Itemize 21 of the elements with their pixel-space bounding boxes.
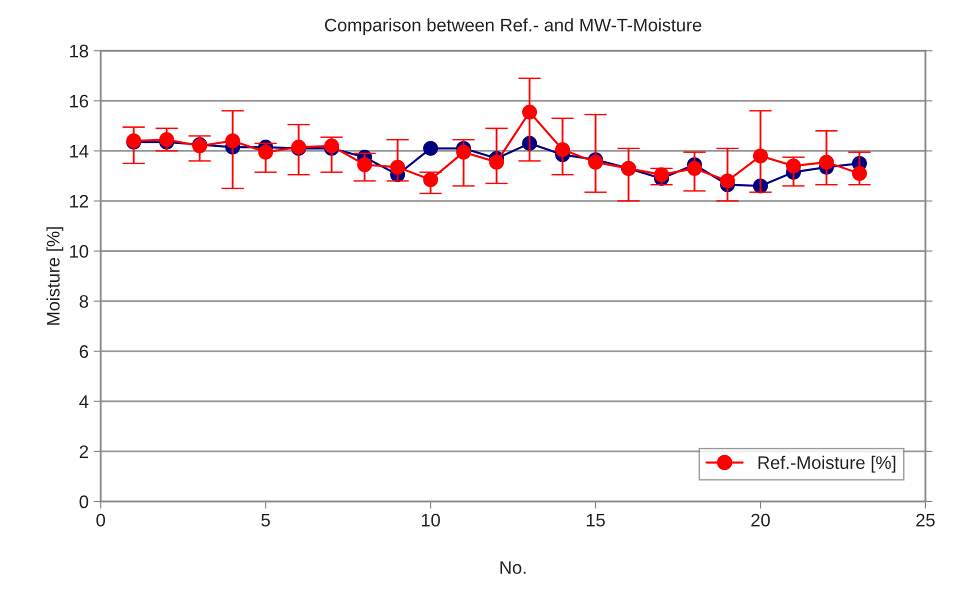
x-tick-label: 25 [916, 514, 935, 527]
legend-label: Ref.-Moisture [%] [758, 456, 896, 473]
y-tick-label: 6 [80, 345, 88, 358]
x-tick-label: 15 [586, 514, 605, 527]
y-tick-label: 0 [80, 495, 88, 508]
y-tick-label: 12 [70, 194, 88, 208]
chart-title: Comparison between Ref.- and MW-T-Moisture [325, 18, 702, 36]
y-tick-label: 18 [70, 44, 88, 58]
x-tick-label: 5 [261, 514, 270, 527]
x-tick-label: 20 [751, 514, 770, 527]
x-tick-label: 10 [422, 514, 440, 527]
y-tick-label: 8 [80, 295, 88, 308]
point [423, 140, 438, 156]
y-tick-label: 2 [80, 445, 88, 458]
y-tick-label: 10 [70, 245, 88, 258]
y-tick-label: 4 [79, 395, 88, 408]
y-axis-title: Moisture [%] [46, 227, 64, 325]
y-tick-label: 16 [70, 94, 88, 108]
x-tick-label: 0 [96, 514, 106, 527]
y-tick-label: 14 [70, 145, 88, 158]
x-axis-title: No. [500, 561, 526, 574]
